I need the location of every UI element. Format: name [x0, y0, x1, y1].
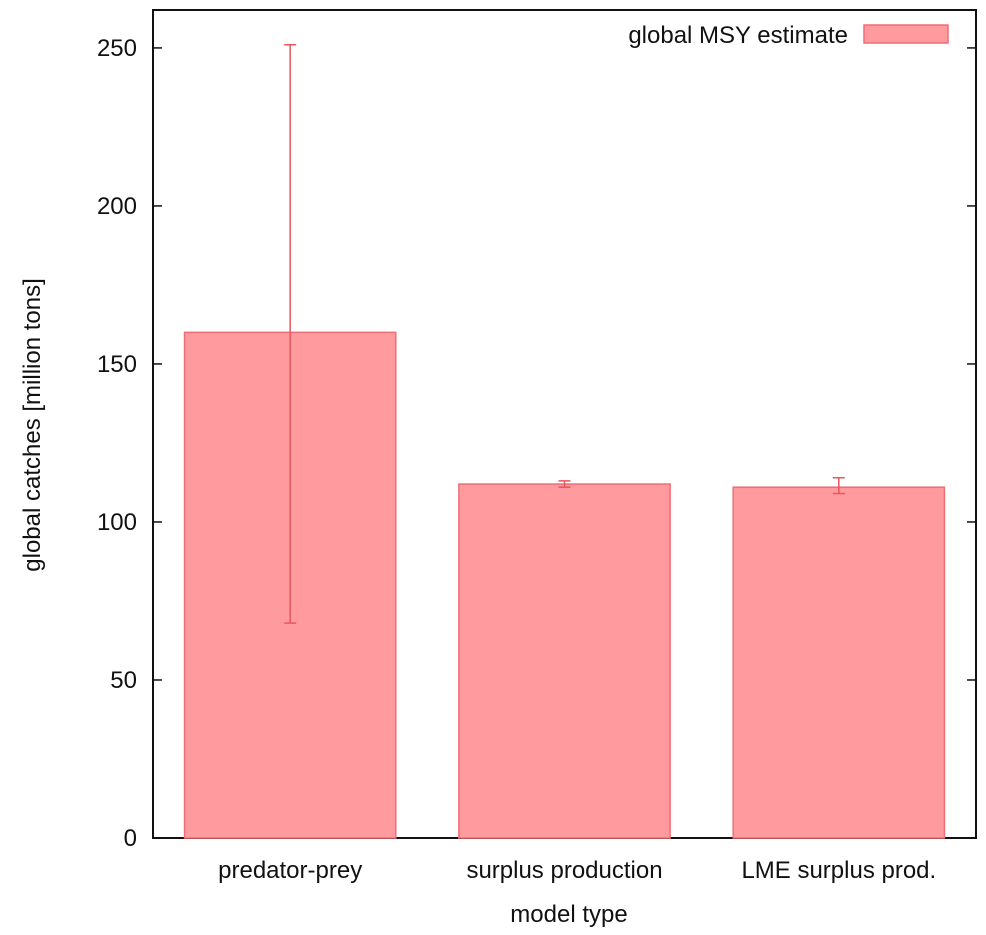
- y-axis-ticks: 0 50 100 150 200 250: [97, 35, 976, 852]
- legend-label: global MSY estimate: [628, 22, 848, 49]
- y-axis-title: global catches [million tons]: [19, 278, 46, 571]
- y-tick-label: 200: [97, 193, 137, 220]
- x-tick-label: predator-prey: [218, 857, 362, 884]
- bar: [732, 486, 946, 839]
- legend: global MSY estimate: [628, 22, 949, 49]
- bar: [458, 483, 671, 839]
- bars: [183, 331, 946, 839]
- x-tick-label: LME surplus prod.: [741, 857, 936, 884]
- x-tick-label: surplus production: [466, 857, 662, 884]
- y-tick-label: 50: [110, 667, 137, 694]
- y-tick-label: 250: [97, 35, 137, 62]
- error-bars: [284, 44, 845, 624]
- y-tick-label: 0: [124, 825, 137, 852]
- y-tick-label: 150: [97, 351, 137, 378]
- legend-swatch: [863, 24, 949, 44]
- x-axis-title: model type: [510, 901, 627, 928]
- x-axis-ticks: predator-prey surplus production LME surpl…: [218, 857, 936, 884]
- y-tick-label: 100: [97, 509, 137, 536]
